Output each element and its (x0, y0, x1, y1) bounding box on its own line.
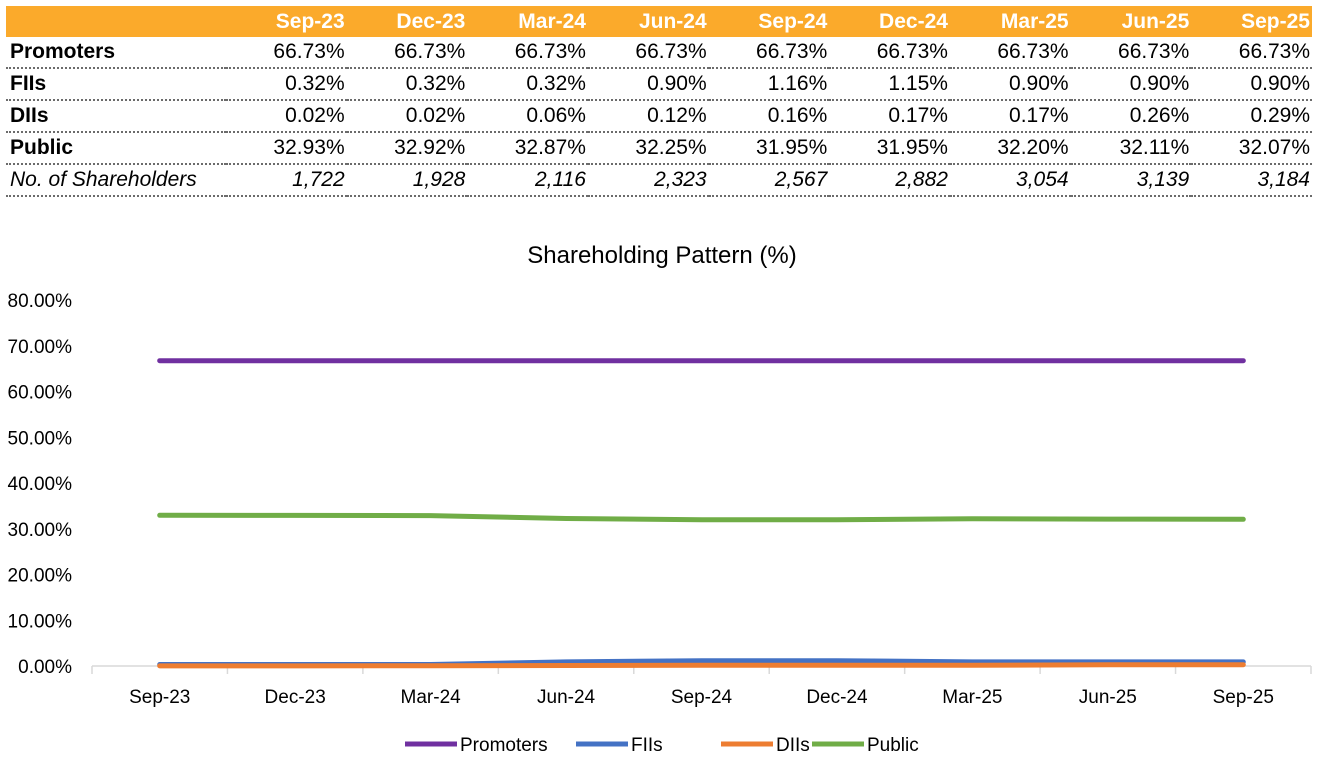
table-cell: 66.73% (708, 37, 830, 69)
x-tick-label: Sep-25 (1213, 687, 1274, 708)
x-tick-label: Jun-24 (537, 687, 596, 708)
table-cell: 66.73% (226, 37, 347, 69)
shareholding-table: Sep-23 Dec-23 Mar-24 Jun-24 Sep-24 Dec-24 Mar-… (6, 6, 1312, 197)
table-cell: 0.26% (1070, 100, 1192, 133)
y-tick-label: 60.00% (8, 383, 73, 404)
legend-label-promoters: Promoters (460, 735, 548, 756)
table-cell: 0.32% (467, 68, 588, 101)
row-label: DIIs (6, 100, 226, 133)
series-line-diis (157, 662, 1246, 669)
table-cell: 31.95% (829, 132, 950, 165)
table-cell: 0.90% (587, 68, 709, 101)
table-cell: 0.02% (346, 100, 468, 133)
table-cell: 0.29% (1191, 100, 1312, 133)
legend-label-fiis: FIIs (631, 735, 663, 756)
chart-title: Shareholding Pattern (%) (527, 242, 796, 269)
x-axis: Sep-23 Dec-23 Mar-24 Jun-24 Sep-24 Dec-24 Mar-… (91, 665, 1312, 708)
table-cell: 31.95% (708, 132, 830, 165)
y-tick-label: 20.00% (8, 566, 73, 587)
y-tick-label: 40.00% (8, 474, 73, 495)
row-label: Promoters (6, 37, 226, 69)
table-cell: 0.02% (226, 100, 347, 133)
table-cell: 3,184 (1191, 164, 1312, 197)
table-cell: 3,139 (1070, 164, 1192, 197)
table-cell: 66.73% (829, 37, 950, 69)
table-row: FIIs 0.32% 0.32% 0.32% 0.90% 1.16% 1.15% 0.90% 0… (6, 68, 1312, 101)
table-row: Promoters 66.73% 66.73% 66.73% 66.73% 66.73% 6… (6, 37, 1312, 69)
table-cell: 0.06% (467, 100, 588, 133)
table-cell: 0.32% (346, 68, 468, 101)
table-cell: 0.90% (1191, 68, 1312, 101)
table-cell: 66.73% (587, 37, 709, 69)
series-line-public (157, 512, 1246, 523)
table-cell: 32.11% (1070, 132, 1192, 165)
table-header-jun-25: Jun-25 (1070, 6, 1192, 37)
table-cell: 0.90% (1070, 68, 1192, 101)
table-cell: 1,722 (226, 164, 347, 197)
shareholding-line-chart: Shareholding Pattern (%) 0.00% 10.00% 20.0… (8, 242, 1312, 756)
table-cell: 2,567 (708, 164, 830, 197)
table-header-mar-24: Mar-24 (467, 6, 588, 37)
table-cell: 32.92% (346, 132, 468, 165)
table-cell: 0.16% (708, 100, 830, 133)
table-cell: 2,882 (829, 164, 950, 197)
table-row: DIIs 0.02% 0.02% 0.06% 0.12% 0.16% 0.17% 0.17% 0… (6, 100, 1312, 133)
table-cell: 0.17% (829, 100, 950, 133)
table-cell: 1,928 (346, 164, 468, 197)
table-cell: 1.15% (829, 68, 950, 101)
y-tick-label: 80.00% (8, 291, 73, 312)
x-tick-label: Mar-25 (942, 687, 1002, 708)
table-cell: 32.87% (467, 132, 588, 165)
chart-legend: Promoters FIIs DIIs Public (405, 735, 919, 756)
table-header-dec-23: Dec-23 (346, 6, 468, 37)
x-tick-label: Sep-23 (129, 687, 190, 708)
table-cell: 2,323 (587, 164, 709, 197)
table-cell: 2,116 (467, 164, 588, 197)
y-tick-label: 50.00% (8, 428, 73, 449)
x-tick-label: Sep-24 (671, 687, 733, 708)
table-header-mar-25: Mar-25 (949, 6, 1071, 37)
row-label: Public (6, 132, 226, 165)
table-cell: 32.25% (587, 132, 709, 165)
table-cell: 3,054 (949, 164, 1071, 197)
y-tick-label: 10.00% (8, 611, 73, 632)
x-tick-label: Mar-24 (401, 687, 462, 708)
table-header-sep-24: Sep-24 (708, 6, 830, 37)
y-tick-label: 0.00% (18, 657, 72, 678)
table-row: Public 32.93% 32.92% 32.87% 32.25% 31.95% 31.9… (6, 132, 1312, 165)
x-tick-label: Dec-23 (265, 687, 326, 708)
table-cell: 32.07% (1191, 132, 1312, 165)
table-cell: 66.73% (949, 37, 1071, 69)
table-cell: 32.20% (949, 132, 1071, 165)
table-cell: 66.73% (346, 37, 468, 69)
table-cell: 32.93% (226, 132, 347, 165)
legend-label-diis: DIIs (776, 735, 810, 756)
table-header-blank (6, 6, 226, 37)
legend-label-public: Public (867, 735, 919, 756)
table-cell: 0.32% (226, 68, 347, 101)
row-label: No. of Shareholders (6, 164, 226, 197)
table-cell: 66.73% (1191, 37, 1312, 69)
table-header-row: Sep-23 Dec-23 Mar-24 Jun-24 Sep-24 Dec-24 Mar-… (6, 6, 1312, 37)
x-tick-label: Jun-25 (1079, 687, 1137, 708)
table-header-dec-24: Dec-24 (829, 6, 950, 37)
table-cell: 66.73% (467, 37, 588, 69)
row-label: FIIs (6, 68, 226, 101)
table-cell: 66.73% (1070, 37, 1192, 69)
table-cell: 0.17% (949, 100, 1071, 133)
table-cell: 1.16% (708, 68, 830, 101)
series-lines (157, 358, 1246, 669)
y-tick-label: 30.00% (8, 520, 73, 541)
table-header-sep-23: Sep-23 (226, 6, 347, 37)
table-row: No. of Shareholders 1,722 1,928 2,116 2,323 2… (6, 164, 1312, 197)
table-cell: 0.12% (587, 100, 709, 133)
table-header-jun-24: Jun-24 (587, 6, 709, 37)
table-cell: 0.90% (949, 68, 1071, 101)
y-axis: 0.00% 10.00% 20.00% 30.00% 40.00% 50.00% 60.00… (8, 291, 73, 678)
x-tick-label: Dec-24 (806, 687, 868, 708)
table-header-sep-25: Sep-25 (1191, 6, 1312, 37)
y-tick-label: 70.00% (8, 337, 73, 358)
